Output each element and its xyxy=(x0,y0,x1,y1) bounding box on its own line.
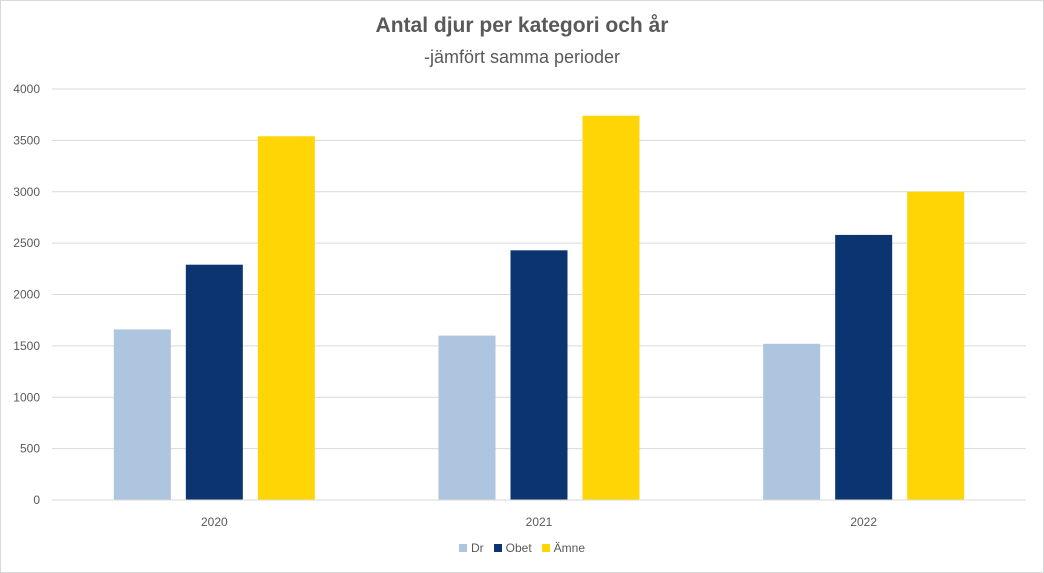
bar-2022-obet xyxy=(835,234,893,500)
chart-title: Antal djur per kategori och år xyxy=(375,14,669,37)
bars xyxy=(113,115,965,500)
legend: Dr Obet Ämne xyxy=(0,541,1044,555)
legend-swatch xyxy=(541,544,550,552)
y-tick-label: 0 xyxy=(33,493,40,507)
y-tick-label: 3000 xyxy=(13,185,40,199)
legend-label: Ämne xyxy=(553,541,586,555)
legend-swatch xyxy=(493,544,502,552)
bar-2020-obet xyxy=(185,264,243,500)
x-tick-label: 2022 xyxy=(850,515,877,529)
bar-2021-dr xyxy=(438,335,496,500)
bar-2022-dr xyxy=(763,343,821,500)
x-axis: 2020 2021 2022 xyxy=(52,499,1026,529)
bar-2021-obet xyxy=(510,250,568,500)
legend-item-obet: Obet xyxy=(493,541,532,555)
y-tick-label: 4000 xyxy=(13,82,40,96)
legend-item-ämne: Ämne xyxy=(541,541,586,555)
y-tick-label: 2500 xyxy=(13,236,40,250)
legend-swatch xyxy=(458,544,467,552)
y-tick-label: 1000 xyxy=(13,390,40,404)
legend-label: Obet xyxy=(505,541,532,555)
bar-2020-ämne xyxy=(257,136,315,500)
bar-2021-ämne xyxy=(582,115,640,500)
bar-2020-dr xyxy=(113,329,171,500)
x-tick-label: 2021 xyxy=(526,515,553,529)
y-tick-label: 1500 xyxy=(13,339,40,353)
x-tick-label: 2020 xyxy=(201,515,228,529)
y-tick-label: 500 xyxy=(20,442,40,456)
y-tick-label: 2000 xyxy=(13,288,40,302)
bar-2022-ämne xyxy=(907,191,965,500)
y-tick-label: 3500 xyxy=(13,133,40,147)
legend-label: Dr xyxy=(470,541,484,555)
chart-subtitle: -jämfört samma perioder xyxy=(423,47,621,67)
legend-item-dr: Dr xyxy=(458,541,484,555)
y-axis: 0 500 1000 1500 2000 2500 3000 3500 4000 xyxy=(13,82,40,507)
